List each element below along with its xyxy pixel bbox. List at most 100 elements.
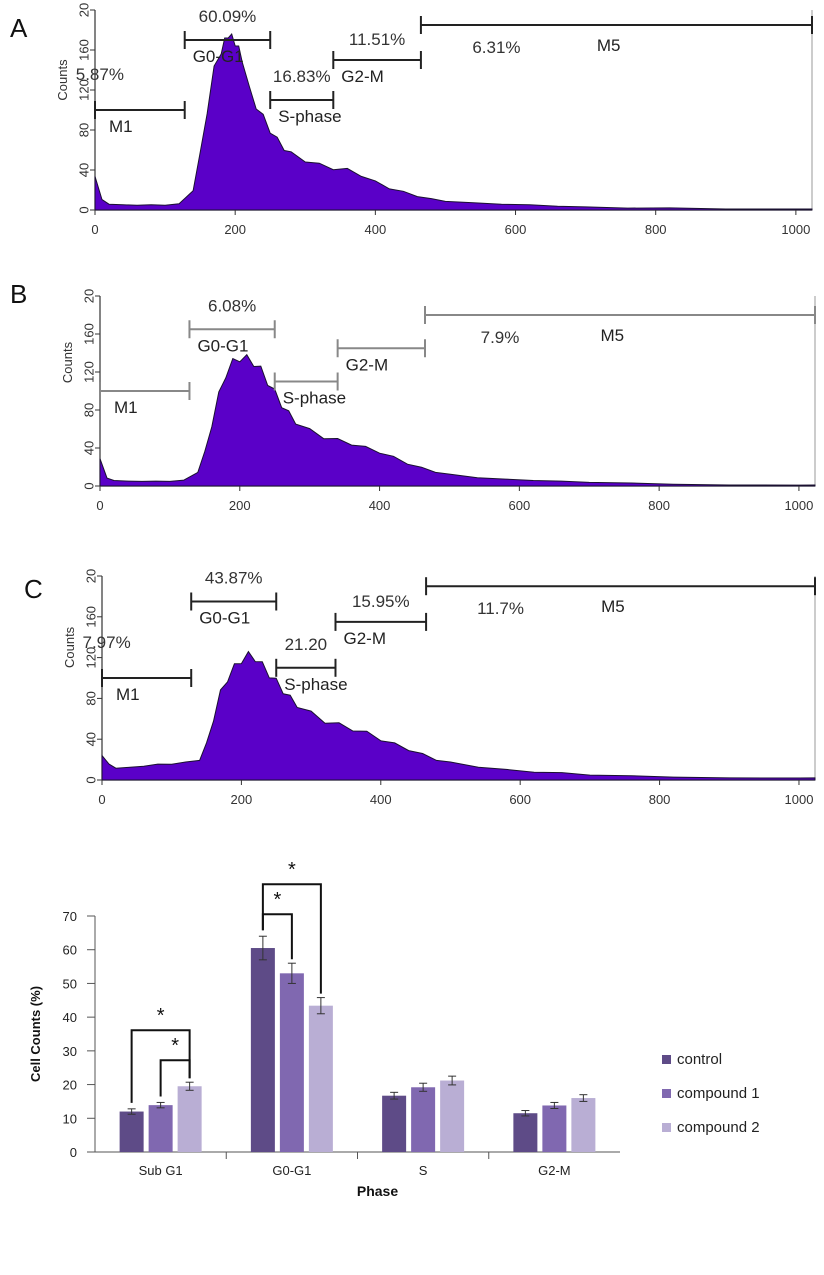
gate-name: S-phase — [284, 675, 347, 694]
y-tick-label: 80 — [83, 691, 98, 705]
gate-percent: 6.31% — [472, 38, 520, 57]
gate-name: G2-M — [346, 355, 389, 374]
histogram-panel-a: A 0 40 80 120 160 20 Counts 0 200 400 600 800 1000 M1 5… — [10, 3, 813, 237]
x-tick-label: 800 — [645, 222, 667, 237]
x-tick-label: 800 — [649, 792, 671, 807]
category-label: G2-M — [538, 1163, 571, 1178]
x-tick-label: 600 — [509, 498, 531, 513]
legend-swatch — [662, 1055, 671, 1064]
gate-percent: 16.83% — [273, 67, 331, 86]
significance-label: * — [273, 889, 281, 911]
y-axis-label: Counts — [62, 626, 77, 668]
histogram-area — [94, 32, 813, 211]
bar-compound-1 — [148, 1105, 173, 1152]
gate-name: G2-M — [343, 629, 386, 648]
gate-percent: 11.7% — [477, 599, 524, 618]
y-axis-label: Counts — [55, 59, 70, 101]
y-tick-label: 120 — [76, 79, 91, 101]
gate-name: M1 — [116, 685, 140, 704]
y-tick-label: 60 — [63, 943, 77, 958]
x-tick-label: 200 — [224, 222, 246, 237]
gate-percent: 21.20 — [285, 635, 328, 654]
gate-name: M5 — [597, 36, 621, 55]
gate-name: M5 — [601, 326, 625, 345]
significance-label: * — [288, 859, 296, 881]
x-tick-label: 600 — [509, 792, 531, 807]
x-tick-label: 400 — [365, 222, 387, 237]
bar-control — [119, 1111, 144, 1152]
legend-label: control — [677, 1051, 722, 1068]
gate-percent: 5.87% — [76, 65, 124, 84]
bar-compound-2 — [571, 1098, 596, 1152]
significance-bracket — [159, 1059, 191, 1097]
bar-control — [250, 948, 275, 1152]
y-tick-label: 0 — [81, 482, 96, 489]
legend-label: compound 2 — [677, 1119, 760, 1136]
gate-name: S-phase — [283, 389, 346, 408]
bar-control — [513, 1113, 538, 1152]
category-label: G0-G1 — [272, 1163, 311, 1178]
y-tick-label: 50 — [63, 976, 77, 991]
gate-percent: 6.08% — [208, 296, 256, 315]
y-tick-label: 40 — [81, 441, 96, 455]
y-tick-label: 70 — [63, 909, 77, 924]
x-tick-label: 600 — [505, 222, 527, 237]
gate-percent: 11.51% — [349, 30, 405, 49]
y-tick-label: 40 — [76, 163, 91, 177]
x-tick-label: 0 — [91, 222, 98, 237]
x-tick-label: 0 — [96, 498, 103, 513]
x-tick-label: 0 — [98, 792, 105, 807]
bar-compound-2 — [177, 1086, 202, 1152]
y-tick-label: 20 — [76, 3, 91, 17]
gate-name: S-phase — [278, 107, 341, 126]
x-tick-label: 800 — [648, 498, 670, 513]
bar-compound-2 — [440, 1080, 465, 1152]
panel-letter: A — [10, 13, 28, 43]
x-tick-label: 200 — [229, 498, 251, 513]
panel-letter: B — [10, 279, 27, 309]
legend-label: compound 1 — [677, 1085, 760, 1102]
x-tick-label: 400 — [370, 792, 392, 807]
category-label: S — [419, 1163, 428, 1178]
x-tick-label: 400 — [369, 498, 391, 513]
significance-bracket — [261, 883, 322, 994]
gate-name: G0-G1 — [193, 47, 244, 66]
legend-swatch — [662, 1123, 671, 1132]
gate-name: G0-G1 — [197, 336, 248, 355]
bar-compound-1 — [542, 1105, 567, 1152]
x-tick-label: 1000 — [784, 498, 813, 513]
y-axis-label: Counts — [60, 341, 75, 383]
y-tick-label: 20 — [81, 289, 96, 303]
y-tick-label: 120 — [83, 647, 98, 669]
bar-compound-1 — [411, 1087, 436, 1152]
panel-letter: C — [24, 574, 43, 604]
histogram-area — [99, 353, 816, 487]
significance-bracket — [130, 1029, 191, 1103]
gate-percent: 15.95% — [352, 592, 410, 611]
gate-name: M5 — [601, 597, 625, 616]
y-tick-label: 20 — [83, 569, 98, 583]
y-tick-label: 160 — [81, 323, 96, 345]
y-tick-label: 40 — [83, 732, 98, 746]
y-tick-label: 80 — [81, 403, 96, 417]
y-tick-label: 20 — [63, 1078, 77, 1093]
gate-percent: 60.09% — [199, 7, 257, 26]
bar-control — [382, 1095, 407, 1152]
bar-compound-2 — [308, 1005, 333, 1152]
y-tick-label: 0 — [83, 776, 98, 783]
histogram-panel-b: B 0 40 80 120 160 20 Counts 0 200 400 600 800 1000 M1 G… — [10, 279, 816, 513]
histogram-panel-c: C 0 40 80 120 160 20 Counts 0 200 400 600 800 1000 M1 7… — [24, 569, 816, 807]
x-axis-label: Phase — [357, 1183, 398, 1199]
significance-label: * — [157, 1005, 165, 1027]
bar-compound-1 — [279, 973, 304, 1152]
gate-name: G2-M — [341, 67, 384, 86]
y-tick-label: 10 — [63, 1111, 77, 1126]
x-tick-label: 1000 — [781, 222, 810, 237]
x-tick-label: 1000 — [785, 792, 814, 807]
gate-name: M1 — [114, 398, 138, 417]
y-tick-label: 80 — [76, 123, 91, 137]
y-tick-label: 160 — [76, 39, 91, 61]
y-tick-label: 0 — [70, 1145, 77, 1160]
category-label: Sub G1 — [139, 1163, 183, 1178]
